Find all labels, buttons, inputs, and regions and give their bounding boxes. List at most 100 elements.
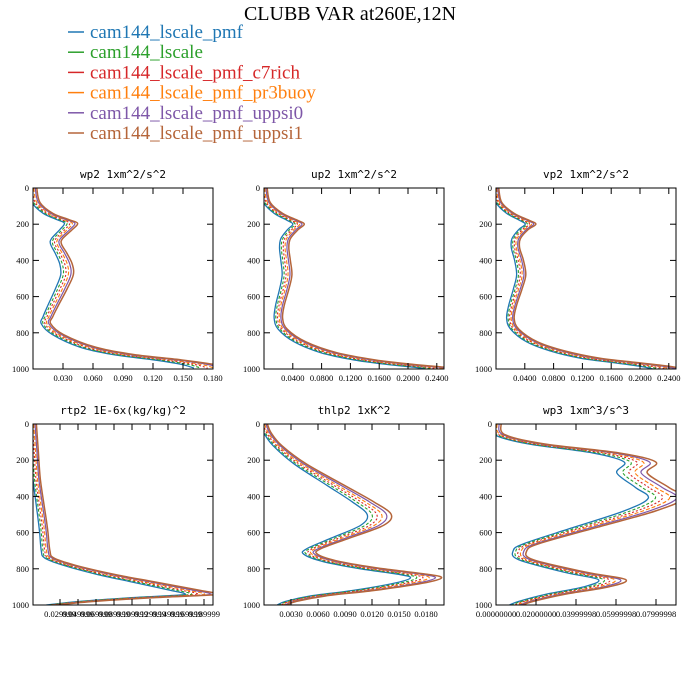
x-tick-label: 0.090 <box>113 373 132 383</box>
series-line <box>33 470 187 605</box>
x-tick-label: 0.0060 <box>306 609 329 619</box>
x-tick-label: 0.120 <box>143 373 162 383</box>
legend-entry: cam144_lscale_pmf_uppsi1 <box>90 123 303 144</box>
y-tick-label: 0 <box>25 419 29 429</box>
series-line <box>33 424 206 605</box>
series-line <box>496 434 650 605</box>
panel-title: rtp2 1E-6x(kg/kg)^2 <box>60 404 186 417</box>
x-tick-label: 0.0800 <box>542 373 565 383</box>
legend-entry: cam144_lscale <box>90 42 203 63</box>
series-line <box>33 202 195 369</box>
legend-entry: cam144_lscale_pmf_uppsi0 <box>90 103 303 124</box>
y-tick-label: 1000 <box>243 364 260 374</box>
x-tick-label: 0.03999998 <box>556 609 596 619</box>
series-line <box>33 189 208 369</box>
panels: wp2 1xm^2/s^2 0 200 400 600 800 1000 0.030 0.060… <box>12 168 680 619</box>
panel-title: vp2 1xm^2/s^2 <box>543 168 629 181</box>
x-tick-label: 0.2000 <box>628 373 651 383</box>
panel-title: thlp2 1xK^2 <box>318 404 391 417</box>
y-tick-label: 600 <box>16 528 29 538</box>
y-tick-label: 200 <box>247 219 260 229</box>
y-tick-label: 200 <box>16 219 29 229</box>
legend-entry: cam144_lscale_pmf <box>90 22 244 43</box>
x-tick-label: 0.169999 <box>170 609 202 619</box>
y-tick-label: 800 <box>479 328 492 338</box>
y-tick-label: 1000 <box>475 600 492 610</box>
panel-title: wp2 1xm^2/s^2 <box>80 168 166 181</box>
series-line <box>33 425 199 605</box>
y-tick-label: 200 <box>16 455 29 465</box>
plot-frame <box>263 187 445 370</box>
y-tick-label: 1000 <box>12 364 29 374</box>
panel-title: wp3 1xm^3/s^3 <box>543 404 629 417</box>
series-line <box>33 188 213 369</box>
series-line <box>33 447 193 605</box>
y-tick-label: 1000 <box>12 600 29 610</box>
x-tick-label: 0.1600 <box>600 373 623 383</box>
y-tick-label: 0 <box>256 183 260 193</box>
series-line <box>266 424 443 605</box>
panel-4: rtp2 1E-6x(kg/kg)^2 0 200 400 600 800 1000 0.02… <box>12 404 220 619</box>
series-line <box>496 188 666 369</box>
series-line <box>264 424 430 605</box>
x-tick-label: 0.030 <box>53 373 72 383</box>
x-tick-label: 0.0400 <box>281 373 304 383</box>
y-tick-label: 400 <box>16 255 29 265</box>
panel-3: vp2 1xm^2/s^2 0 200 400 600 800 1000 0.0400 0.08… <box>475 168 680 383</box>
x-tick-label: 0.0180 <box>414 609 437 619</box>
y-tick-label: 600 <box>479 528 492 538</box>
series-line <box>496 200 654 369</box>
x-tick-label: 0.1600 <box>368 373 391 383</box>
x-tick-label: 0.07999998 <box>636 609 676 619</box>
y-tick-label: 0 <box>488 183 492 193</box>
series-line <box>264 201 427 369</box>
x-tick-label: 0.0150 <box>387 609 410 619</box>
x-tick-label: 0.060 <box>83 373 102 383</box>
series-line <box>264 188 440 369</box>
y-tick-label: 400 <box>479 491 492 501</box>
y-tick-label: 600 <box>247 292 260 302</box>
figure-title: CLUBB VAR at260E,12N <box>244 3 456 25</box>
y-tick-label: 200 <box>479 219 492 229</box>
x-tick-label: 0.149999 <box>152 609 184 619</box>
y-tick-label: 0 <box>25 183 29 193</box>
x-tick-label: 0.0800 <box>310 373 333 383</box>
y-tick-label: 800 <box>479 564 492 574</box>
y-tick-label: 600 <box>479 292 492 302</box>
series-line <box>264 428 418 605</box>
plot-frame <box>32 423 214 606</box>
y-tick-label: 800 <box>247 328 260 338</box>
x-tick-label: 0.02000000 <box>516 609 556 619</box>
x-tick-label: 0.189999 <box>188 609 220 619</box>
plot-frame <box>495 423 677 606</box>
series-line <box>35 424 213 605</box>
x-tick-label: 0.0030 <box>279 609 302 619</box>
x-tick-label: 0.129999 <box>134 609 166 619</box>
y-tick-label: 600 <box>16 292 29 302</box>
panel-1: wp2 1xm^2/s^2 0 200 400 600 800 1000 0.030 0.060… <box>12 168 223 383</box>
series-line <box>496 188 673 369</box>
series-line <box>264 431 412 605</box>
x-tick-label: 0.1200 <box>571 373 594 383</box>
series-line <box>497 188 676 369</box>
panel-6: wp3 1xm^3/s^3 0 200 400 600 800 10000.00000000… <box>475 404 677 619</box>
x-tick-label: 0.109999 <box>116 609 148 619</box>
y-tick-label: 0 <box>256 419 260 429</box>
y-tick-label: 1000 <box>475 364 492 374</box>
panel-5: thlp2 1xK^2 0 200 400 600 800 1000 0.0030 0.0060… <box>243 404 445 619</box>
y-tick-label: 400 <box>16 491 29 501</box>
x-tick-label: 0.2000 <box>396 373 419 383</box>
x-tick-label: 0.0400 <box>513 373 536 383</box>
legend-entry: cam144_lscale_pmf_pr3buoy <box>90 83 316 104</box>
series-line <box>496 433 657 605</box>
x-tick-label: 0.1200 <box>339 373 362 383</box>
y-tick-label: 400 <box>247 255 260 265</box>
plot-frame <box>495 187 677 370</box>
x-tick-label: 0.2400 <box>425 373 448 383</box>
y-tick-label: 400 <box>247 491 260 501</box>
series-line <box>496 196 660 369</box>
x-tick-label: 0.049999 <box>62 609 94 619</box>
panel-title: up2 1xm^2/s^2 <box>311 168 397 181</box>
series-line <box>496 431 664 605</box>
